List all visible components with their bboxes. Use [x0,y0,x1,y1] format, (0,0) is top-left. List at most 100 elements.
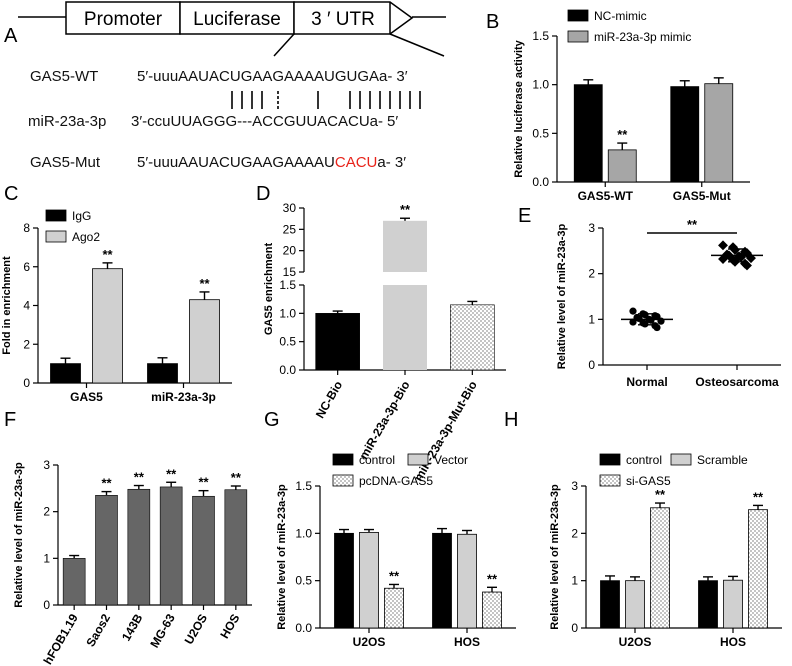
y-tick-label: 0.0 [279,363,296,377]
bar-nc-bio [315,313,360,371]
promoter-label: Promoter [84,9,163,30]
legend: IgG Ago2 [45,209,100,244]
legend: NC-mimic miR-23a-3p mimic [567,9,691,44]
bar-hos [224,489,248,606]
y-tick-label: 20 [283,244,297,258]
x-tick-label: miR-23a-3p [151,390,216,404]
utr-arrow [293,1,414,35]
bar-mir-23a-3p-mimic-gas5-mut [704,83,734,183]
significance-label: ** [389,568,400,583]
y-tick-label: 0 [43,598,50,612]
gas5-wt-label: GAS5-WT [30,68,98,85]
panel-label-c: C [4,183,18,205]
significance-label: ** [102,247,113,262]
legend-label-igg: IgG [72,209,91,223]
legend-label-vector: Vector [434,453,468,467]
chart-f: 0 1 2 3 Relative level of miR-23a-3p hFOB1.19… [13,458,252,666]
significance-label: ** [134,470,145,485]
x-tick-label: GAS5-WT [578,189,634,203]
x-tick-label: U2OS [353,635,386,649]
significance-label: ** [400,202,411,217]
chart-c: 0 2 4 6 8 Fold in enrichment GAS5 ** miR-23a-3p *… [1,209,232,404]
legend-label-mir-23a-3p-mimic: miR-23a-3p mimic [594,30,691,44]
legend-swatch-scramble [670,453,692,466]
legend-label-nc-mimic: NC-mimic [594,9,647,23]
gas5-wt-sequence: 5′-uuuAAUACUGAAGAAAAUGUGAa- 3′ [137,68,408,85]
y-axis-title: Relative level of miR-23a-3p [276,484,288,630]
y-tick-label: 4 [23,299,30,313]
y-tick-label: 1.0 [532,78,549,92]
chart-b: 0.0 0.5 1.0 1.5 Relative luciferase activity… [513,9,750,203]
x-tick-label: miR-23a-3p-Mut-Bio [411,379,480,484]
x-tick-label: HOS [217,612,242,642]
y-tick-label: 1.5 [532,29,549,43]
legend-label-scramble: Scramble [697,453,748,467]
legend-swatch-vector [407,453,429,466]
bar-si-gas5-u2os [650,507,670,629]
x-tick-label: NC-Bio [313,379,345,421]
legend-swatch-pcdna-gas5 [332,474,354,487]
y-axis-title: Fold in enrichment [1,256,13,355]
x-tick-label: GAS5-Mut [673,189,731,203]
x-tick-label: GAS5 [70,390,103,404]
x-tick-label: MG-63 [147,611,178,650]
legend-swatch-mir-23a-3p-mimic [567,30,589,43]
legend-label-control: control [626,453,662,467]
bar-scramble-u2os [625,580,645,629]
zoom-line-right [389,33,445,57]
bar-vector-u2os [359,531,379,629]
mutated-bases: CACU [335,154,378,171]
y-tick-label: 3 [588,221,595,235]
base-pair-lines [231,91,421,109]
legend-label-pcdna-gas5: pcDNA-GAS5 [359,474,433,488]
y-tick-label: 2 [588,267,595,281]
x-tick-label: U2OS [182,612,210,647]
bar-control-u2os [334,532,354,629]
y-tick-label: 1.0 [279,306,296,320]
luciferase-label: Luciferase [193,9,281,30]
bar-control-u2os [600,580,620,629]
legend-swatch-si-gas5 [599,474,621,487]
y-tick-label: 1.5 [279,278,296,292]
y-tick-label: 1.0 [295,526,312,540]
point-normal [629,318,637,326]
legend-swatch-nc-mimic [567,9,589,22]
y-tick-label: 3 [571,479,578,493]
y-tick-label: 30 [283,201,297,215]
bar-mir-23a-3p-mimic-gas5-wt [607,149,637,183]
utr-label: 3 ′ UTR [311,9,375,30]
legend-swatch-control [599,453,621,466]
bar-pcdna-gas5-u2os [384,587,404,629]
bar-control-hos [432,532,452,629]
panel-label-d: D [256,183,270,205]
panel-label-e: E [518,205,531,227]
y-tick-label: 3 [43,458,50,472]
significance-label: ** [687,217,698,232]
panel-label-b: B [486,11,499,33]
y-tick-label: 1 [588,312,595,326]
y-tick-label: 6 [23,260,30,274]
y-tick-label: 0 [571,621,578,635]
y-tick-label: 2 [23,337,30,351]
bar-ago2-mir-23a-3p [189,299,220,384]
y-tick-label: 0.0 [532,175,549,189]
y-axis-title: GAS5 enrichment [263,243,275,336]
panel-a: A Promoter Luciferase 3 ′ UTR GAS5-WT 5′… [4,1,446,171]
bar-scramble-hos [723,579,743,629]
bar-saos2 [95,495,118,606]
point-normal [647,316,655,324]
y-tick-label: 1 [43,551,50,565]
significance-label: ** [199,276,210,291]
bar-u2os [192,495,215,606]
y-axis-title: Relative luciferase activity [513,39,525,177]
x-tick-label: U2OS [619,635,652,649]
point-normal [653,323,661,332]
bar-mg-63 [159,486,183,606]
legend-swatch-igg [45,209,67,222]
point-normal [629,307,637,315]
y-tick-label: 0.5 [532,126,549,140]
bar-lower-mir-23a-3p-bio [383,285,427,370]
bar-si-gas5-hos [748,509,768,629]
